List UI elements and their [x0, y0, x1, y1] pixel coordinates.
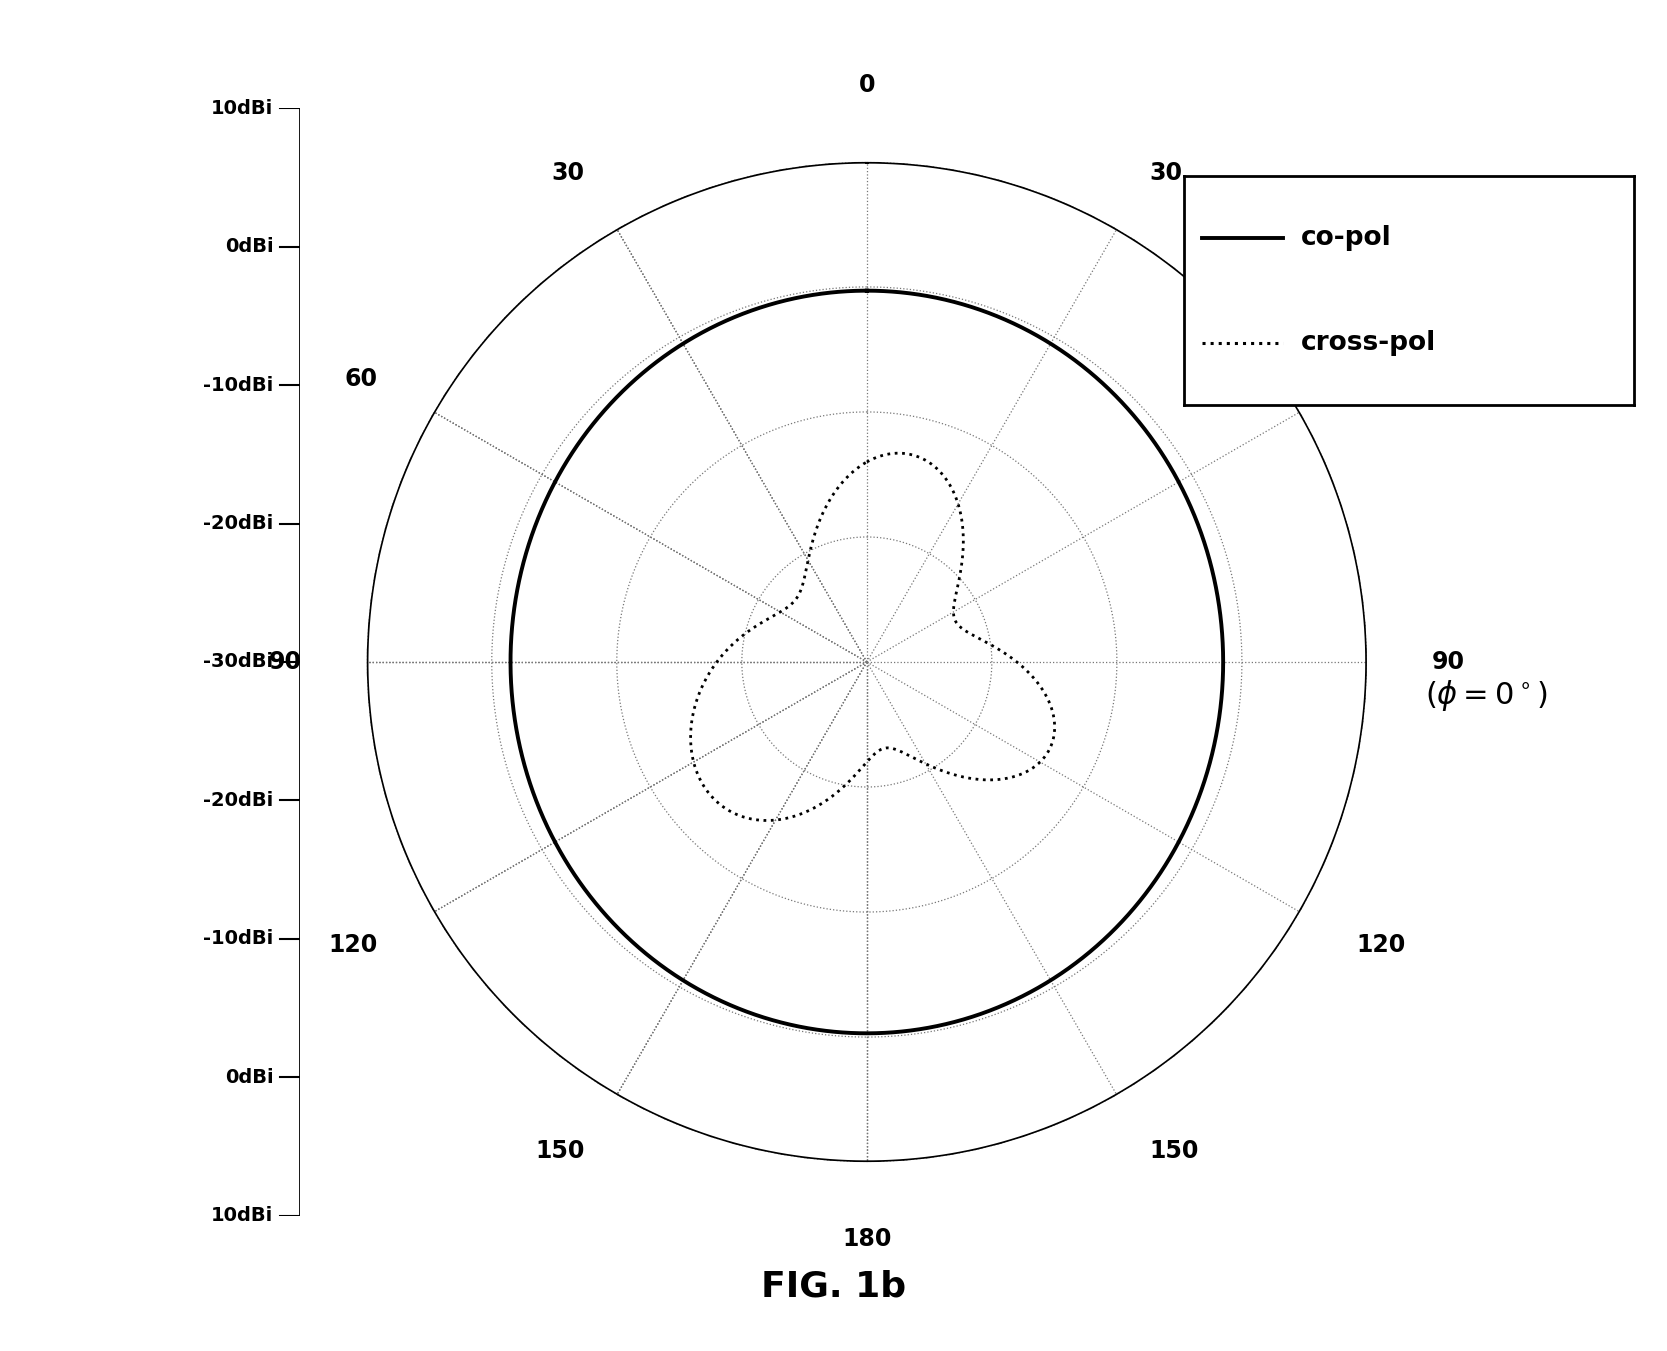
Text: cross-pol: cross-pol: [1300, 330, 1435, 357]
Text: 30: 30: [552, 161, 583, 185]
Text: 30: 30: [1150, 161, 1182, 185]
Text: 0dBi: 0dBi: [225, 236, 273, 257]
Text: 10dBi: 10dBi: [212, 99, 273, 118]
Text: 60: 60: [1357, 367, 1389, 392]
Text: 0: 0: [859, 73, 875, 97]
Text: 90: 90: [1432, 650, 1465, 674]
Text: -20dBi: -20dBi: [203, 790, 273, 811]
Text: 150: 150: [535, 1139, 583, 1163]
Text: 150: 150: [1150, 1139, 1199, 1163]
Text: 10dBi: 10dBi: [212, 1206, 273, 1225]
Text: -20dBi: -20dBi: [203, 513, 273, 534]
Text: 120: 120: [1357, 932, 1405, 957]
Text: -30dBi: -30dBi: [203, 653, 273, 671]
Text: 180: 180: [842, 1227, 892, 1251]
Text: 60: 60: [345, 367, 377, 392]
Text: 90: 90: [268, 650, 302, 674]
Text: co-pol: co-pol: [1300, 224, 1392, 251]
Text: $(\phi = 0^\circ)$: $(\phi = 0^\circ)$: [1425, 678, 1549, 713]
Text: 0dBi: 0dBi: [225, 1067, 273, 1088]
Text: 120: 120: [328, 932, 377, 957]
Text: FIG. 1b: FIG. 1b: [760, 1270, 907, 1304]
Text: -10dBi: -10dBi: [203, 376, 273, 394]
Text: -10dBi: -10dBi: [203, 929, 273, 948]
